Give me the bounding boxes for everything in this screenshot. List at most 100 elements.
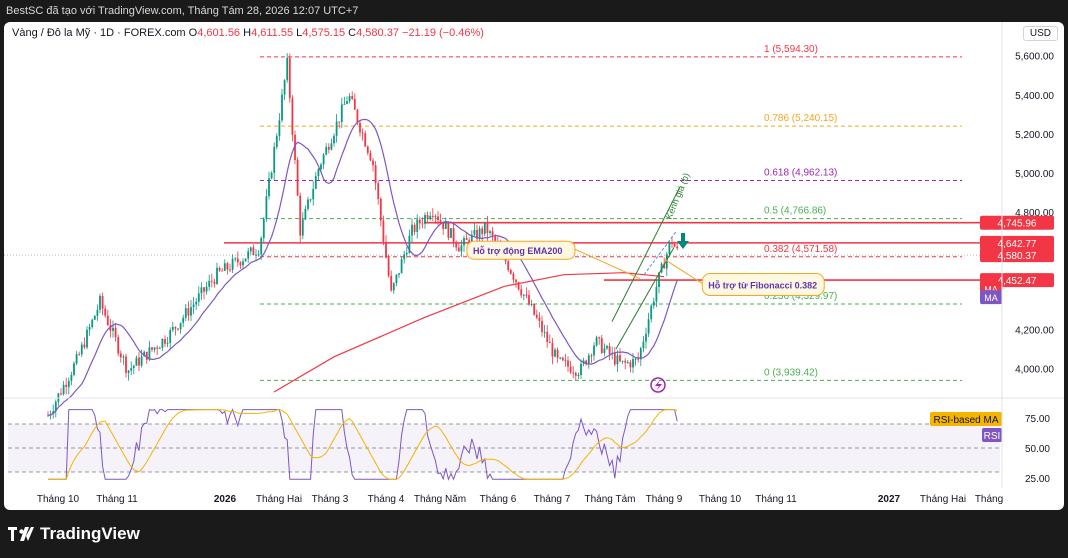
candle-body — [322, 154, 325, 165]
candle-body — [567, 360, 569, 367]
candle-body — [234, 258, 237, 260]
chart-panel[interactable]: Vàng / Đô la Mỹ · 1D · FOREX.com O4,601.… — [4, 22, 1064, 510]
candle-body — [366, 146, 369, 153]
candle-body — [54, 401, 57, 412]
candle-body — [327, 147, 330, 150]
candle-body — [548, 342, 551, 344]
candle-body — [320, 164, 322, 170]
candle-body — [174, 327, 177, 329]
currency-button[interactable]: USD — [1022, 26, 1058, 41]
fib-callout-box — [701, 272, 825, 296]
tradingview-logo[interactable]: TradingView — [8, 524, 140, 544]
candle-body — [450, 228, 452, 238]
candle-body — [291, 98, 294, 135]
candle-body — [325, 147, 328, 155]
candle-body — [281, 94, 283, 121]
candle-body — [182, 317, 185, 323]
candle-body — [626, 362, 629, 364]
candle-body — [296, 159, 299, 196]
candle-body — [359, 122, 361, 133]
candle-body — [119, 353, 122, 358]
candle-body — [203, 287, 205, 292]
candle-body — [117, 337, 120, 354]
fib-callout-text: Hỗ trợ từ Fibonacci 0.382 — [708, 280, 817, 290]
candle-body — [390, 275, 393, 291]
candle-body — [93, 315, 96, 320]
candle-body — [190, 307, 192, 316]
candle-body — [525, 294, 528, 296]
candle-body — [216, 267, 218, 284]
ohlc-l-label: L — [296, 27, 303, 39]
candle-body — [286, 57, 289, 81]
candle-body — [663, 263, 666, 269]
candle-body — [273, 146, 276, 173]
candle-body — [442, 221, 445, 229]
candle-body — [112, 327, 114, 331]
candle-body — [73, 363, 75, 376]
candle-body — [543, 331, 546, 333]
candle-body — [551, 343, 554, 357]
candle-body — [223, 263, 226, 271]
candle-body — [353, 98, 356, 110]
candle-body — [236, 258, 239, 263]
candle-body — [145, 351, 148, 360]
x-tick-label: Tháng 7 — [534, 494, 571, 505]
candle-body — [265, 196, 268, 219]
fib-callout-pointer — [663, 258, 703, 284]
candle-body — [629, 362, 632, 368]
price-axis-label — [980, 215, 1054, 230]
candle-body — [86, 329, 88, 348]
candle-body — [556, 349, 559, 358]
candle-body — [528, 295, 530, 305]
candle-body — [642, 341, 645, 349]
candle-body — [88, 326, 91, 330]
candle-body — [494, 236, 497, 243]
candle-body — [452, 228, 455, 243]
candle-body — [660, 263, 663, 273]
candle-body — [535, 314, 538, 318]
candle-body — [343, 103, 346, 105]
candle-body — [314, 176, 317, 189]
ma-axis-tag — [980, 290, 1002, 305]
candle-body — [372, 160, 374, 166]
candle-body — [658, 272, 660, 288]
candle-body — [257, 254, 260, 256]
candle-body — [387, 257, 390, 276]
candle-body — [106, 315, 109, 326]
y-tick-label: 5,400.00 — [1015, 91, 1054, 102]
candle-body — [247, 251, 250, 259]
candle-body — [530, 304, 533, 306]
candle-body — [478, 228, 481, 239]
header-title: BestSC đã tạo với TradingView.com, Tháng… — [6, 5, 359, 17]
candle-body — [158, 347, 161, 349]
candle-body — [351, 96, 354, 99]
candle-body — [200, 287, 203, 294]
candle-body — [208, 280, 211, 287]
candle-body — [398, 273, 400, 275]
candle-body — [333, 135, 335, 144]
candle-body — [317, 169, 320, 177]
candle-body — [307, 199, 309, 209]
candle-body — [561, 357, 564, 361]
candle-body — [268, 178, 270, 197]
chart-canvas[interactable]: 5,600.00 5,400.00 5,200.00 5,000.00 4,800.00… — [4, 22, 1064, 510]
candle-body — [606, 346, 608, 349]
candle-body — [369, 152, 372, 161]
x-tick-label: 2026 — [214, 494, 237, 505]
channel-lower-line — [615, 247, 675, 350]
candle-body — [335, 121, 338, 136]
symbol-name: Vàng / Đô la Mỹ · 1D · FOREX.com — [12, 27, 186, 39]
candle-body — [127, 370, 130, 373]
candle-body — [608, 346, 611, 355]
candle-body — [522, 294, 525, 296]
rsi-axis-tag — [982, 428, 1002, 442]
candle-body — [125, 356, 127, 373]
candle-body — [400, 259, 403, 274]
candle-body — [67, 380, 70, 387]
candle-body — [437, 216, 439, 221]
candle-body — [411, 224, 413, 236]
x-tick-label: Tháng 4 — [368, 494, 405, 505]
candles-group — [47, 53, 679, 420]
candle-body — [538, 317, 541, 321]
candle-body — [382, 220, 385, 242]
